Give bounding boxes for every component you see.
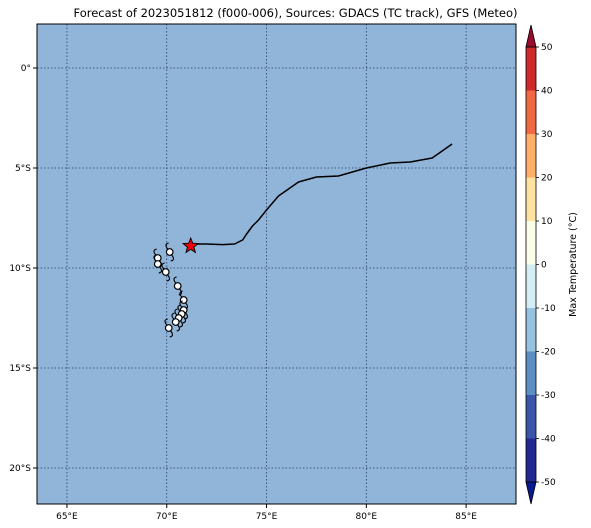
- cyclone-eye: [161, 268, 170, 276]
- colorbar-segment: [526, 395, 536, 439]
- x-tick-label: 70°E: [156, 512, 178, 522]
- cyclone-arm-upper: [174, 308, 178, 316]
- cyclone-arm-upper: [153, 248, 157, 256]
- colorbar-segment: [526, 351, 536, 395]
- cyclone-eye: [171, 318, 180, 326]
- ocean-background: [37, 24, 516, 504]
- cyclone-arm-upper: [179, 290, 183, 298]
- colorbar-tick-label: -10: [541, 304, 556, 314]
- map-plot-area[interactable]: 65°E 70°E 75°E 80°E 85°E 0° 5°S 10°S 15°S 20°S: [9, 23, 517, 522]
- cyclone-symbol-icon: [161, 262, 171, 282]
- cyclone-arm-lower: [182, 316, 186, 324]
- cyclone-arm-upper: [177, 304, 181, 312]
- cyclone-symbol-icon: [173, 276, 183, 296]
- colorbar-segment: [526, 177, 536, 221]
- colorbar-segment: [526, 90, 536, 134]
- colorbar-segment: [526, 308, 536, 352]
- y-tick-label: 5°S: [15, 164, 31, 174]
- colorbar-label: Max Temperature (°C): [568, 212, 579, 317]
- x-tick-label: 85°E: [455, 512, 477, 522]
- cyclone-arm-lower: [158, 266, 163, 274]
- y-tick-label: 20°S: [9, 464, 31, 474]
- cyclone-symbol-icon: [171, 312, 181, 332]
- colorbar-tick-label: -40: [541, 435, 556, 445]
- cyclone-eye: [153, 260, 162, 268]
- y-tick-label: 0°: [21, 64, 31, 74]
- cyclone-symbol-icon: [165, 242, 175, 262]
- colorbar-tick-label: 10: [541, 217, 553, 227]
- cyclone-arm-upper: [164, 318, 168, 326]
- colorbar-tick-label: 40: [541, 87, 553, 97]
- cyclone-arm-upper: [161, 262, 165, 270]
- colorbar-tick-label: -30: [541, 391, 556, 401]
- cyclone-eye: [164, 324, 173, 332]
- colorbar-segment: [526, 264, 536, 308]
- cyclone-arm-upper: [171, 312, 175, 320]
- colorbar: 50 40 30 20 10 0 -10 -20 -30 -40 -50 Max Temperatur…: [525, 24, 579, 505]
- colorbar-tick-label: 20: [541, 174, 553, 184]
- cyclone-symbol-icon: [164, 318, 174, 338]
- cyclone-symbol-icon: [153, 254, 163, 274]
- cyclone-arm-lower: [176, 324, 181, 332]
- cyclone-arm-lower: [178, 288, 183, 296]
- colorbar-tick-label: -50: [541, 478, 556, 488]
- colorbar-tick-label: 0: [541, 261, 547, 271]
- colorbar-segment: [526, 47, 536, 91]
- cyclone-track-line: [190, 143, 453, 246]
- colorbar-tick-label: 30: [541, 130, 553, 140]
- cyclone-arm-upper: [153, 254, 157, 262]
- x-tick-label: 80°E: [355, 512, 377, 522]
- cyclone-eye: [173, 282, 182, 290]
- colorbar-tick-label: -20: [541, 348, 556, 358]
- cyclone-arm-upper: [165, 242, 169, 250]
- colorbar-extend-max: [525, 24, 537, 48]
- cyclone-arm-lower: [179, 320, 184, 328]
- colorbar-extend-min: [525, 481, 537, 505]
- cyclone-eye: [165, 248, 174, 256]
- colorbar-tick-label: 50: [541, 43, 553, 53]
- x-tick-label: 75°E: [256, 512, 278, 522]
- colorbar-segment: [526, 221, 536, 265]
- cyclone-arm-lower: [169, 330, 174, 338]
- plot-frame: [36, 23, 517, 505]
- x-tick-label: 65°E: [56, 512, 78, 522]
- colorbar-segment: [526, 438, 536, 482]
- colorbar-segment: [526, 134, 536, 178]
- cyclone-arm-lower: [166, 274, 171, 282]
- cyclone-arm-upper: [179, 300, 183, 308]
- y-tick-label: 10°S: [9, 264, 31, 274]
- chart-title: Forecast of 2023051812 (f000-006), Sourc…: [73, 6, 518, 20]
- current-position-star-icon: [181, 236, 200, 254]
- cyclone-eye: [179, 296, 188, 304]
- y-tick-label: 15°S: [9, 364, 31, 374]
- cyclone-arm-upper: [173, 276, 177, 284]
- cyclone-arm-lower: [170, 254, 175, 262]
